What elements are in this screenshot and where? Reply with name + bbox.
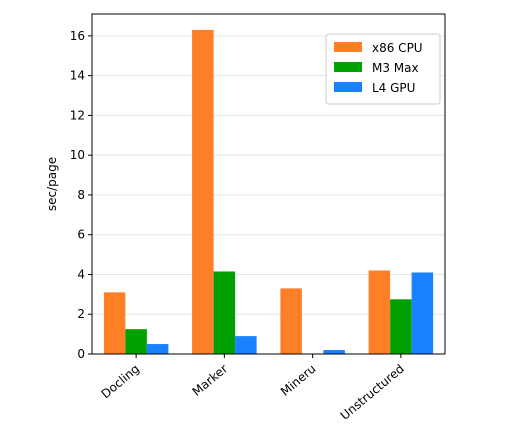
y-axis-label: sec/page [45,157,59,211]
y-axis-ticks: 0 2 4 6 8 10 12 14 16 [70,29,92,361]
bar-marker-l4-gpu [235,336,257,354]
y-tick-label: 8 [77,188,85,202]
legend-swatch [334,82,362,92]
bar-marker-x86-cpu [192,29,214,354]
y-tick-label: 4 [77,267,85,281]
bar-unstructured-x86-cpu [368,270,391,354]
legend-label: M3 Max [372,61,419,75]
y-tick-label: 0 [77,347,85,361]
bars [103,29,434,354]
bar-docling-m3-max [125,329,147,354]
y-tick-label: 16 [70,29,85,43]
legend-label: x86 CPU [372,41,423,55]
y-tick-label: 14 [70,69,85,83]
legend-swatch [334,42,362,52]
y-tick-label: 10 [70,148,85,162]
bar-mineru-l4-gpu [323,350,345,354]
legend: x86 CPU M3 Max L4 GPU [325,33,441,105]
legend-label: L4 GPU [372,81,415,95]
bar-unstructured-l4-gpu [411,272,434,354]
bar-docling-l4-gpu [146,344,169,354]
plot-frame [91,13,446,355]
bar-docling-x86-cpu [103,292,126,354]
legend-swatch [334,62,362,72]
bar-mineru-x86-cpu [280,288,302,354]
bar-marker-m3-max [213,271,236,354]
y-tick-label: 12 [70,108,85,122]
y-tick-label: 6 [77,228,85,242]
y-tick-label: 2 [77,307,85,321]
bar-unstructured-m3-max [390,299,412,354]
